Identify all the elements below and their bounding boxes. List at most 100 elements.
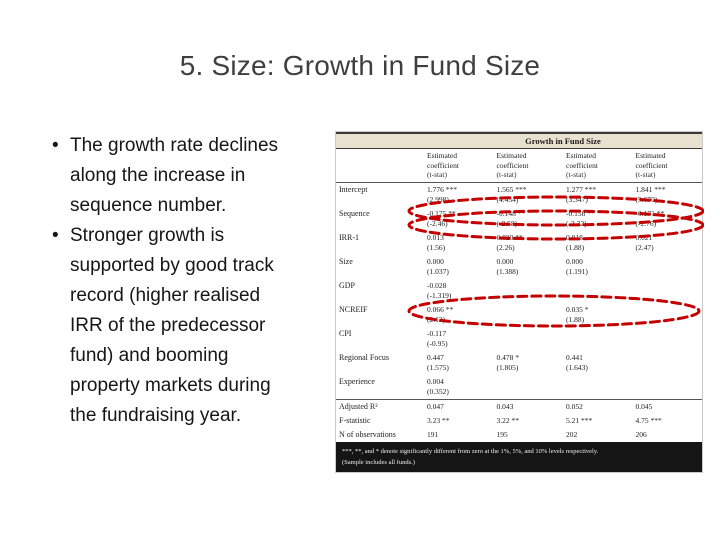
row-label: Regional Focus: [339, 352, 389, 362]
table-header: Growth in Fund Size Estimated coefficien…: [336, 132, 702, 183]
tstat-value: [636, 387, 700, 397]
column-header-tstat: (t-stat): [566, 170, 586, 179]
table-row: GDP -0.028 (-1.319): [336, 279, 702, 303]
column-header-coef: Estimated coefficient: [566, 151, 598, 170]
table-cell: 0.047: [424, 398, 494, 414]
table-row: Intercept 1.776 *** (2.998) 1.565 *** (4.454…: [336, 182, 702, 207]
table-cell: [633, 279, 703, 303]
tstat-value: [636, 363, 700, 373]
coefficient-value: 3.22 **: [496, 415, 520, 425]
table-cell: 0.000 (1.388): [494, 255, 564, 279]
coefficient-value: 202: [566, 429, 578, 439]
coefficient-value: 0.020 **: [496, 232, 523, 242]
tstat-value: (1.575): [427, 362, 449, 372]
table-title-row: Growth in Fund Size: [336, 132, 702, 149]
table-cell: 4.75 ***: [633, 414, 703, 428]
table-cell: 0.478 * (1.805): [494, 351, 564, 375]
coefficient-value: 0.035 *: [566, 304, 589, 314]
coefficient-value: 5.21 ***: [566, 415, 593, 425]
coefficient-value: [497, 329, 561, 339]
tstat-value: [566, 291, 630, 301]
table-cell: 0.021 (2.47): [633, 231, 703, 255]
coefficient-value: 1.776 ***: [427, 184, 457, 194]
row-label: Intercept: [339, 184, 368, 194]
slide-title: 5. Size: Growth in Fund Size: [179, 50, 541, 81]
tstat-value: [636, 339, 700, 349]
table-cell: 0.447 (1.575): [424, 351, 494, 375]
coefficient-value: -0.028: [427, 280, 447, 290]
table-cell: [633, 375, 703, 400]
column-header-coef: Estimated coefficient: [635, 151, 668, 170]
tstat-value: (1.56): [427, 242, 446, 252]
row-label: Sequence: [339, 208, 370, 218]
tstat-value: [497, 339, 561, 349]
table-cell: [494, 303, 564, 327]
row-label: Size: [339, 256, 353, 266]
column-header-tstat: (t-stat): [427, 170, 447, 179]
tstat-value: (-1.319): [427, 290, 452, 300]
table-row: Size 0.000 (1.037) 0.000 (1.388) 0.000 (1.191): [336, 255, 702, 279]
bullet-list: The growth rate declines along the incre…: [52, 131, 280, 431]
coefficient-value: 0.021: [635, 232, 653, 242]
coefficient-value: 0.045: [635, 401, 653, 411]
table-row: Adjusted R² 0.047 0.043 0.052 0.045: [336, 398, 702, 414]
results-table: Growth in Fund Size Estimated coefficien…: [336, 132, 702, 442]
table-cell: 0.066 ** (2.12): [424, 303, 494, 327]
table-cell: [494, 279, 564, 303]
tstat-value: (2.998): [427, 194, 449, 204]
table-title: Growth in Fund Size: [424, 132, 702, 149]
table-cell: 0.004 (0.352): [424, 375, 494, 400]
table-cell: [633, 255, 703, 279]
coefficient-value: 0.478 *: [496, 352, 520, 362]
row-label: N of observations: [339, 429, 396, 439]
table-cell: 195: [494, 428, 564, 442]
coefficient-value: [566, 281, 630, 291]
table-cell: 0.013 (1.56): [424, 231, 494, 255]
table-cell: 0.035 * (1.88): [563, 303, 633, 327]
tstat-value: [636, 315, 700, 325]
table-cell: [633, 327, 703, 351]
bullet-text: The growth rate declines along the incre…: [70, 135, 279, 216]
tstat-value: (1.643): [566, 362, 588, 372]
tstat-value: [497, 291, 561, 301]
coefficient-value: -0.171 **: [635, 208, 665, 218]
tstat-value: (1.388): [496, 266, 519, 276]
coefficient-value: 0.000: [496, 256, 514, 266]
table-cell: 202: [563, 428, 633, 442]
coefficient-value: 1.565 ***: [496, 184, 527, 194]
coefficient-value: 191: [427, 429, 439, 439]
column-header: Estimated coefficient (t-stat): [424, 148, 494, 183]
tstat-value: (1.88): [566, 242, 585, 252]
column-header-row: Estimated coefficient (t-stat) Estimated…: [336, 148, 702, 183]
tstat-value: [566, 339, 630, 349]
table-cell: [494, 375, 564, 400]
coefficient-value: 3.23 **: [427, 415, 450, 425]
row-label: Adjusted R²: [336, 398, 424, 414]
column-header-coef: Estimated coefficient: [496, 151, 529, 170]
table-cell: 1.277 *** (3.347): [563, 182, 633, 207]
table-row: Experience 0.004 (0.352): [336, 375, 702, 400]
table-cell: -0.148 ** (-2.58): [494, 207, 564, 231]
column-header-spacer: [336, 148, 424, 183]
tstat-value: (0.352): [427, 386, 449, 396]
tstat-value: [497, 387, 561, 397]
coefficient-value: 0.018: [566, 232, 583, 242]
coefficient-value: [636, 305, 700, 315]
tstat-value: (-2.76): [635, 218, 657, 228]
row-label: CPI: [339, 328, 352, 338]
table-cell: [633, 303, 703, 327]
coefficient-value: 1.277 ***: [566, 184, 596, 194]
table-cell: 3.23 **: [424, 414, 494, 428]
table-row: CPI -0.117 (-0.95): [336, 327, 702, 351]
table-cell: 0.441 (1.643): [563, 351, 633, 375]
coefficient-value: [636, 329, 700, 339]
coefficient-value: [497, 281, 561, 291]
tstat-value: (-0.95): [427, 338, 448, 348]
coefficient-value: 0.043: [496, 401, 514, 411]
coefficient-value: [636, 257, 700, 267]
regression-table-panel: Growth in Fund Size Estimated coefficien…: [335, 131, 704, 473]
bullet-text: Stronger growth is supported by good tra…: [70, 225, 274, 426]
coefficient-value: [497, 305, 561, 315]
tstat-value: (2.26): [496, 242, 515, 252]
